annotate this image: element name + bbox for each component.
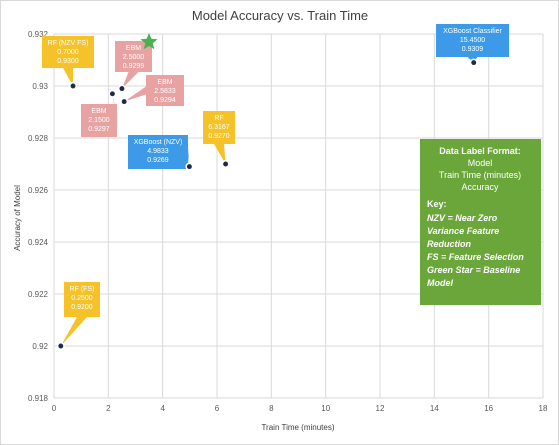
data-point bbox=[108, 89, 117, 98]
note-key-title: Key: bbox=[427, 199, 447, 209]
x-tick-label: 16 bbox=[484, 404, 493, 413]
chart-title: Model Accuracy vs. Train Time bbox=[192, 8, 368, 23]
x-axis-label: Train Time (minutes) bbox=[261, 423, 334, 432]
data-label-callouts: RF (NZV FS)0.70000.9300EBM2.50000.9299EB… bbox=[42, 24, 509, 346]
y-tick-labels: 0.918 0.92 0.922 0.924 0.926 0.928 0.93 0.932 bbox=[28, 30, 49, 403]
callout-accuracy: 0.9200 bbox=[71, 304, 93, 311]
x-tick-label: 2 bbox=[106, 404, 111, 413]
x-tick-label: 18 bbox=[539, 404, 548, 413]
callout-model-name: XGBoost (NZV) bbox=[134, 139, 183, 146]
x-tick-label: 10 bbox=[321, 404, 330, 413]
callout-model-name: RF (NZV FS) bbox=[48, 40, 89, 47]
callout-box bbox=[436, 24, 509, 57]
data-label-callout: EBM 2.1500 0.9297 bbox=[81, 93, 117, 137]
callout-box bbox=[128, 135, 188, 169]
callout-pointer bbox=[188, 148, 190, 167]
callout-model-name: EBM bbox=[157, 79, 172, 86]
callout-model-name: RF (FS) bbox=[70, 286, 95, 293]
callout-accuracy: 0.9309 bbox=[462, 46, 484, 53]
callout-pointer bbox=[112, 93, 117, 125]
callout-accuracy: 0.9270 bbox=[208, 133, 230, 140]
y-tick-label: 0.92 bbox=[32, 342, 48, 351]
callout-accuracy: 0.9299 bbox=[123, 63, 145, 70]
data-label-callout: XGBoost (NZV) 4.9833 0.9269 bbox=[128, 135, 190, 169]
x-tick-label: 12 bbox=[376, 404, 385, 413]
note-format-line-accuracy: Accuracy bbox=[461, 182, 499, 192]
callout-train-time: 4.9833 bbox=[147, 148, 169, 155]
x-tick-label: 14 bbox=[430, 404, 439, 413]
gridlines bbox=[53, 33, 544, 399]
callout-train-time: 2.5833 bbox=[154, 88, 176, 95]
callout-box bbox=[203, 111, 235, 144]
callout-accuracy: 0.9294 bbox=[154, 97, 176, 104]
callout-pointer bbox=[121, 72, 139, 89]
y-tick-label: 0.926 bbox=[28, 186, 49, 195]
data-point bbox=[221, 160, 230, 168]
data-label-callout: RF (NZV FS) 0.7000 0.9300 bbox=[42, 36, 94, 86]
y-tick-label: 0.928 bbox=[28, 134, 49, 143]
x-tick-label: 8 bbox=[269, 404, 274, 413]
x-tick-label: 0 bbox=[52, 404, 57, 413]
note-key-line: Reduction bbox=[427, 239, 472, 249]
callout-model-name: XGBoost Classifier bbox=[443, 28, 502, 35]
y-tick-label: 0.93 bbox=[32, 82, 48, 91]
data-point bbox=[120, 97, 129, 106]
callout-train-time: 2.1500 bbox=[88, 117, 110, 124]
note-key-line: NZV = Near Zero bbox=[427, 213, 498, 223]
callout-box bbox=[64, 282, 100, 317]
callout-pointer bbox=[214, 144, 226, 164]
callout-accuracy: 0.9300 bbox=[57, 58, 79, 65]
data-point bbox=[469, 58, 478, 67]
y-tick-label: 0.922 bbox=[28, 290, 49, 299]
note-background bbox=[420, 139, 541, 305]
y-tick-label: 0.932 bbox=[28, 30, 49, 39]
callout-accuracy: 0.9297 bbox=[88, 126, 110, 133]
data-label-callout: EBM 2.5833 0.9294 bbox=[124, 75, 184, 106]
callout-pointer bbox=[63, 68, 74, 86]
data-point bbox=[185, 162, 194, 171]
x-tick-label: 6 bbox=[215, 404, 220, 413]
note-format-line-time: Train Time (minutes) bbox=[439, 170, 521, 180]
callout-model-name: EBM bbox=[91, 108, 106, 115]
data-label-callout: RF (FS) 0.2500 0.9200 bbox=[60, 282, 100, 346]
data-label-callout: XGBoost Classifier 15.4500 0.9309 bbox=[436, 24, 509, 63]
callout-model-name: RF bbox=[214, 115, 223, 122]
note-key-line: Model bbox=[427, 278, 453, 288]
callout-accuracy: 0.9269 bbox=[147, 157, 169, 164]
data-point bbox=[56, 342, 65, 350]
baseline-star-marker bbox=[140, 33, 158, 50]
callout-box bbox=[81, 104, 117, 137]
y-tick-label: 0.918 bbox=[28, 394, 49, 403]
callout-train-time: 0.2500 bbox=[71, 295, 93, 302]
x-tick-label: 4 bbox=[160, 404, 165, 413]
callout-train-time: 15.4500 bbox=[460, 37, 485, 44]
note-key-line: Green Star = Baseline bbox=[427, 265, 520, 275]
callout-train-time: 0.7000 bbox=[57, 49, 79, 56]
note-key-line: Variance Feature bbox=[427, 226, 499, 236]
note-key-line: FS = Feature Selection bbox=[427, 252, 524, 262]
data-points bbox=[56, 58, 478, 350]
callout-pointer bbox=[124, 86, 146, 102]
data-point bbox=[69, 82, 77, 90]
callout-train-time: 6.3167 bbox=[208, 124, 230, 131]
y-axis-label: Accuracy of Model bbox=[13, 185, 22, 251]
callout-pointer bbox=[60, 317, 87, 346]
note-format-line-model: Model bbox=[468, 158, 493, 168]
data-label-callout: EBM 2.5000 0.9299 bbox=[115, 41, 152, 89]
callout-model-name: EBM bbox=[126, 45, 141, 52]
y-tick-label: 0.924 bbox=[28, 238, 49, 247]
legend-note-box: Data Label Format: Model Train Time (min… bbox=[420, 139, 541, 305]
note-format-title: Data Label Format: bbox=[439, 146, 521, 156]
data-point bbox=[117, 84, 126, 93]
callout-box bbox=[42, 36, 94, 68]
x-tick-labels: 0 2 4 6 8 10 12 14 16 18 bbox=[52, 404, 548, 413]
callout-box bbox=[146, 75, 184, 106]
data-label-callout: RF 6.3167 0.9270 bbox=[203, 111, 235, 164]
callout-train-time: 2.5000 bbox=[123, 54, 145, 61]
